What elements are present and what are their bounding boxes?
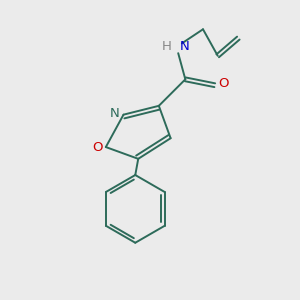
Text: N: N	[110, 107, 119, 120]
Text: H: H	[162, 40, 172, 53]
Text: O: O	[92, 141, 103, 154]
Text: N: N	[179, 40, 189, 53]
Text: O: O	[218, 77, 229, 90]
